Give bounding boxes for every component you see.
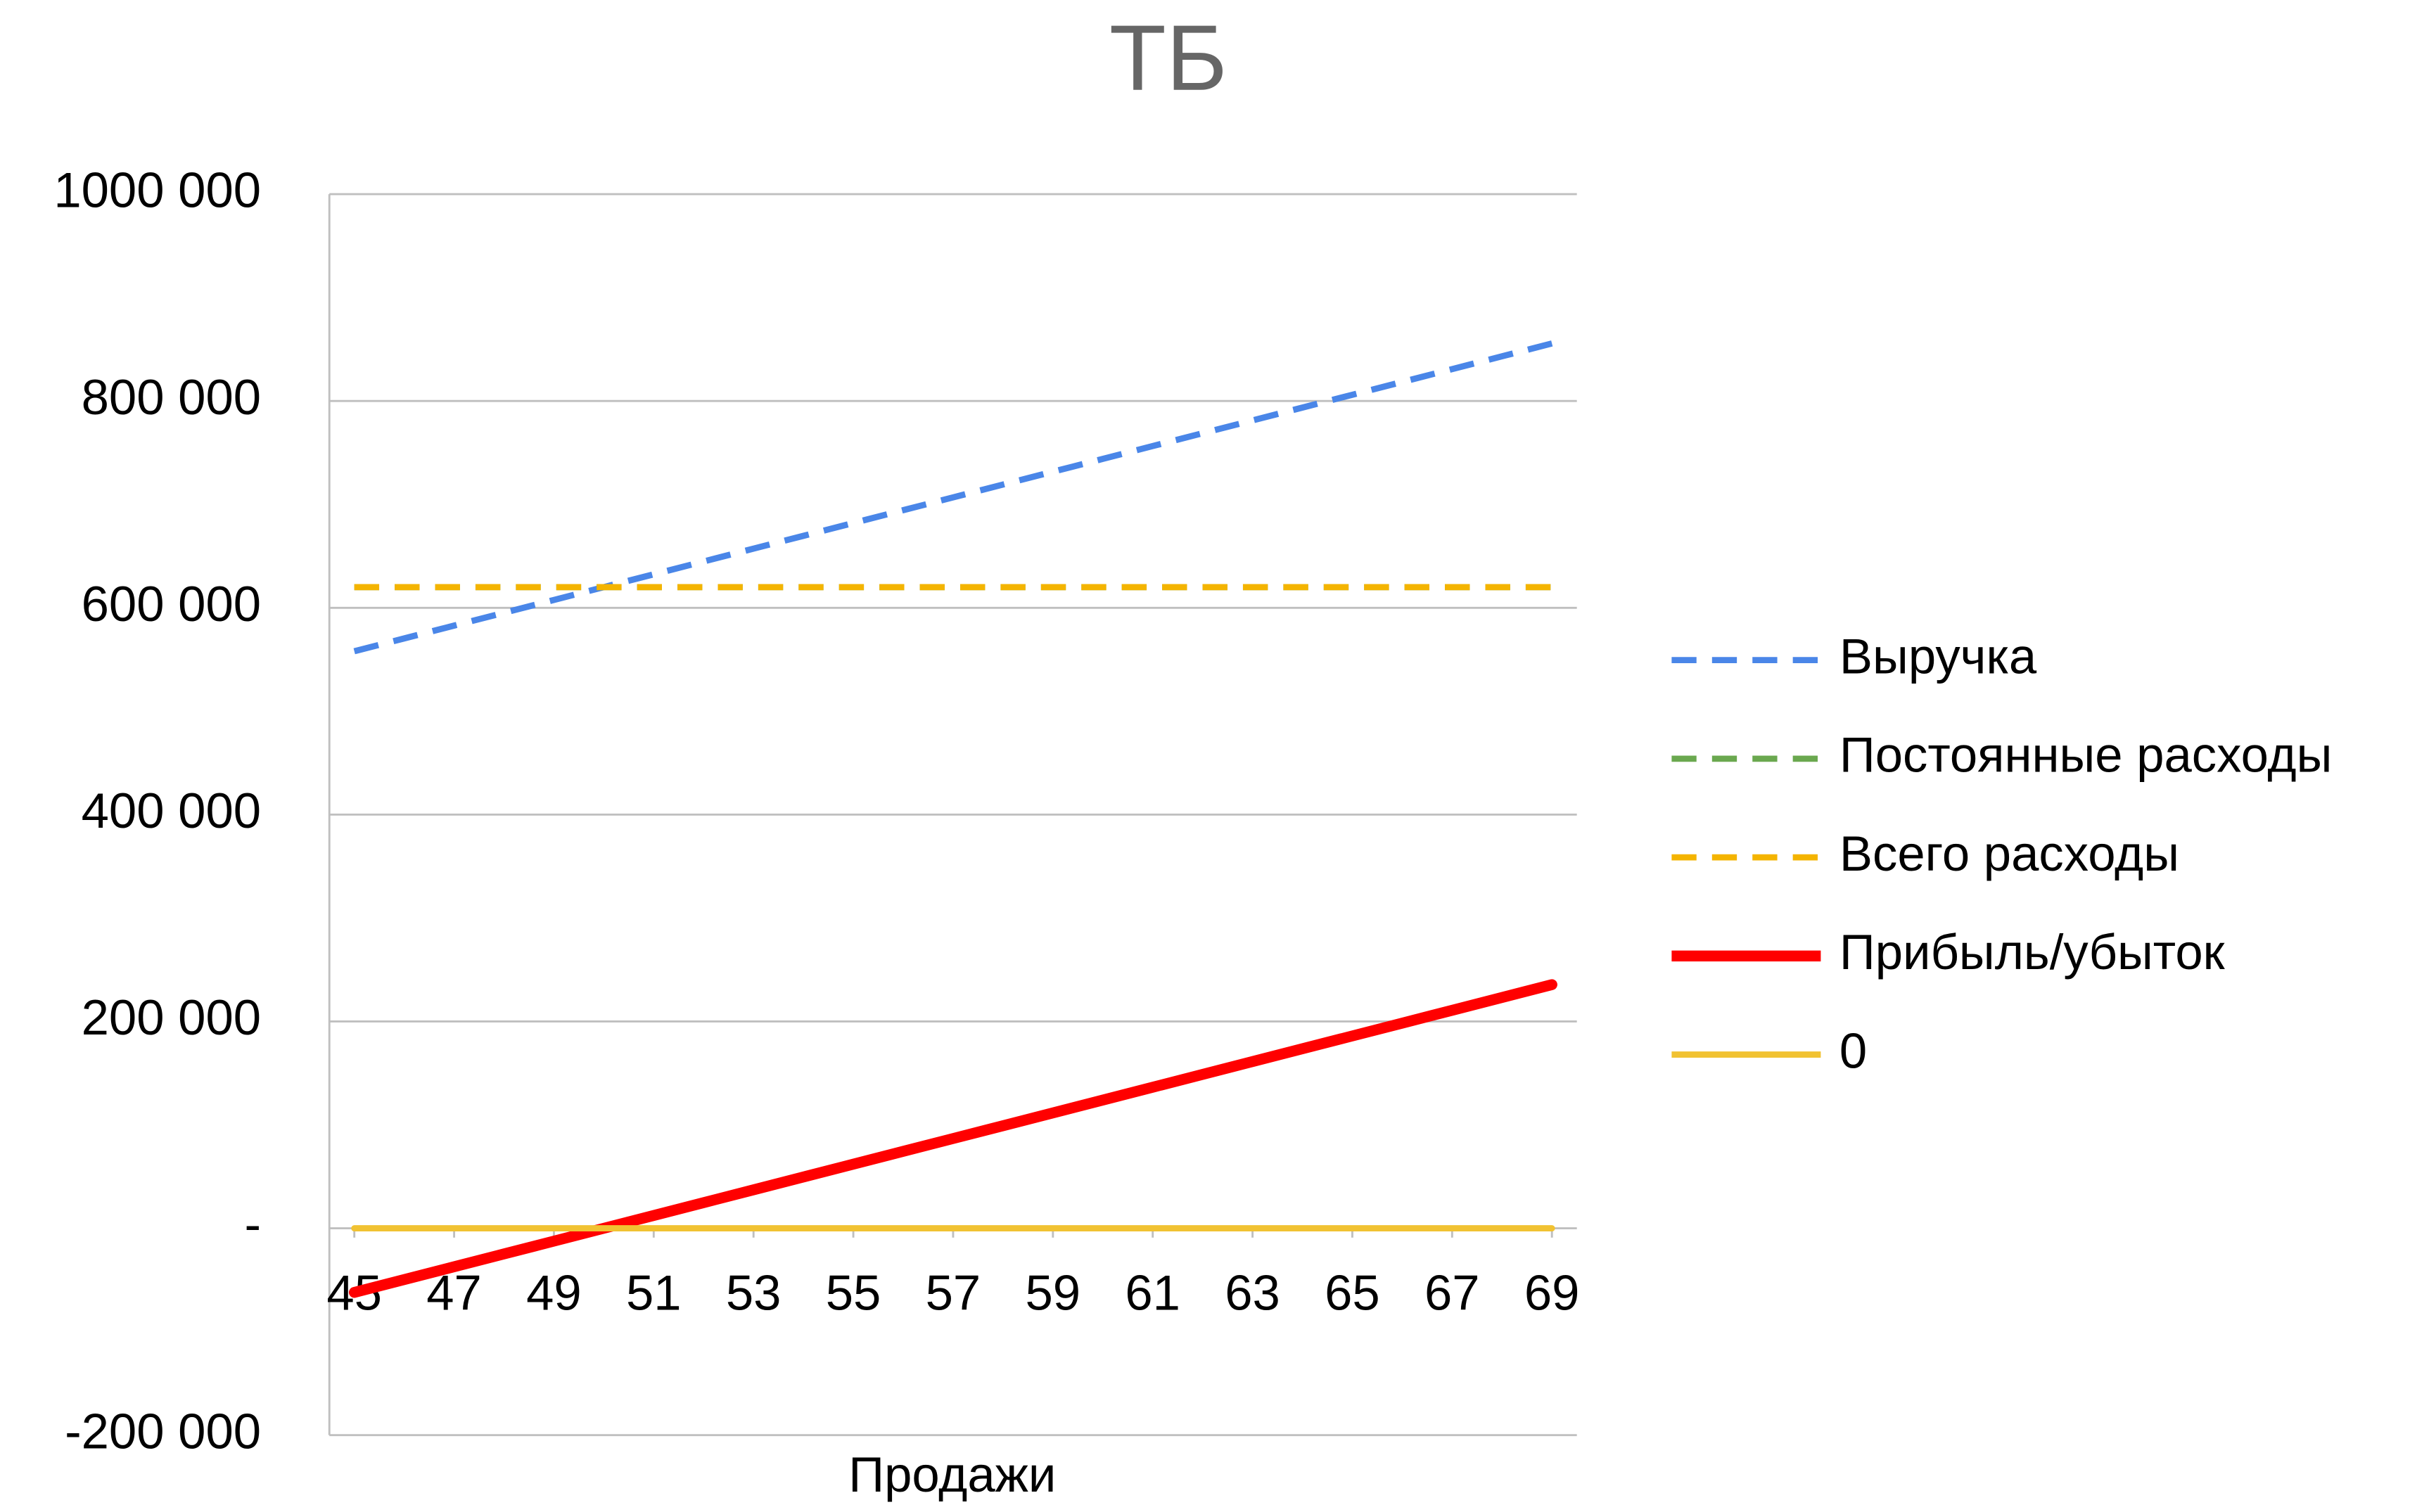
chart-title: ТБ	[1109, 6, 1227, 110]
series-line	[348, 979, 1557, 1298]
y-tick-label: 200 000	[82, 989, 261, 1045]
y-tick-label: -200 000	[65, 1403, 261, 1459]
x-tick-label: 49	[526, 1264, 582, 1320]
x-tick-label: 67	[1424, 1264, 1480, 1320]
legend-label: 0	[1839, 1023, 1867, 1078]
x-tick-label: 63	[1225, 1264, 1280, 1320]
y-tick-label: 400 000	[82, 783, 261, 838]
x-tick-label: 55	[826, 1264, 881, 1320]
y-tick-label: 800 000	[82, 369, 261, 425]
x-tick-label: 69	[1524, 1264, 1580, 1320]
legend-label: Выручка	[1839, 628, 2037, 684]
x-axis-title: Продажи	[848, 1447, 1056, 1502]
y-tick-label: -	[245, 1196, 262, 1252]
legend-label: Постоянные расходы	[1839, 727, 2333, 783]
y-tick-label: 1000 000	[53, 162, 261, 218]
x-tick-label: 57	[926, 1264, 981, 1320]
x-tick-label: 59	[1026, 1264, 1081, 1320]
x-tick-label: 61	[1125, 1264, 1180, 1320]
legend-label: Всего расходы	[1839, 826, 2179, 881]
y-tick-label: 600 000	[82, 576, 261, 632]
x-tick-label: 65	[1325, 1264, 1380, 1320]
x-tick-label: 51	[626, 1264, 682, 1320]
x-tick-label: 53	[726, 1264, 782, 1320]
legend-label: Прибыль/убыток	[1839, 924, 2226, 980]
series-line	[353, 340, 1553, 655]
